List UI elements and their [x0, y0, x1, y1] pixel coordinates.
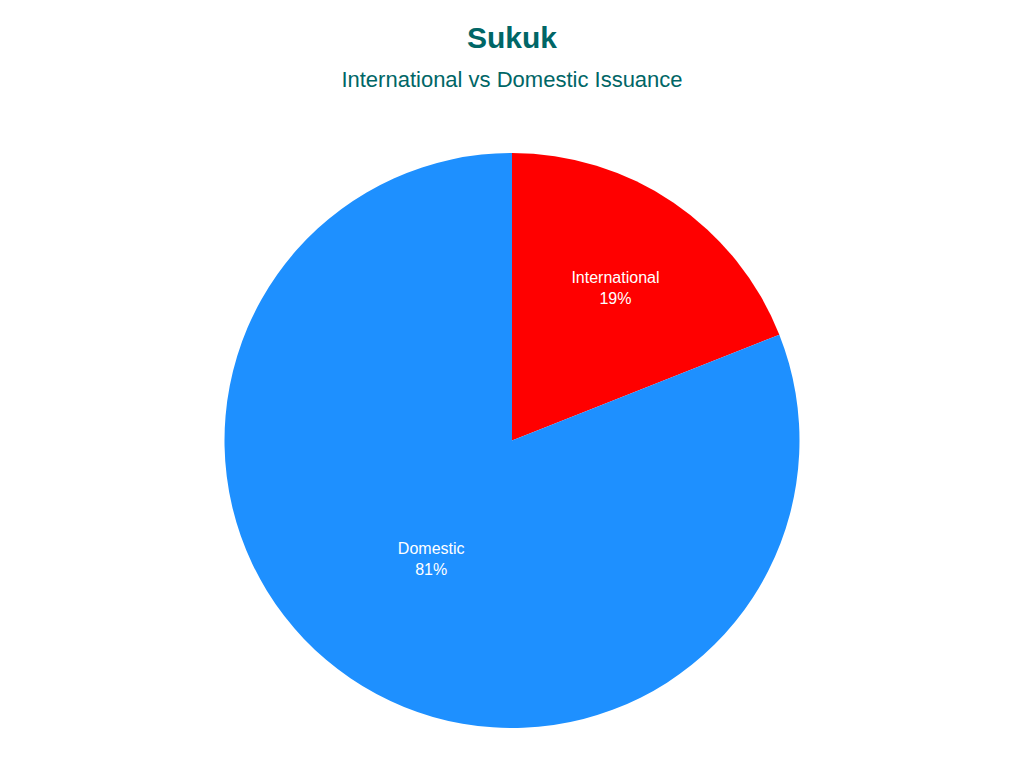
svg-text:SukukInternational vs Domestic: SukukInternational vs Domestic Issuance [341, 21, 682, 92]
svg-text:Domestic81%: Domestic81% [398, 540, 465, 578]
svg-text:International19%: International19% [571, 269, 659, 307]
